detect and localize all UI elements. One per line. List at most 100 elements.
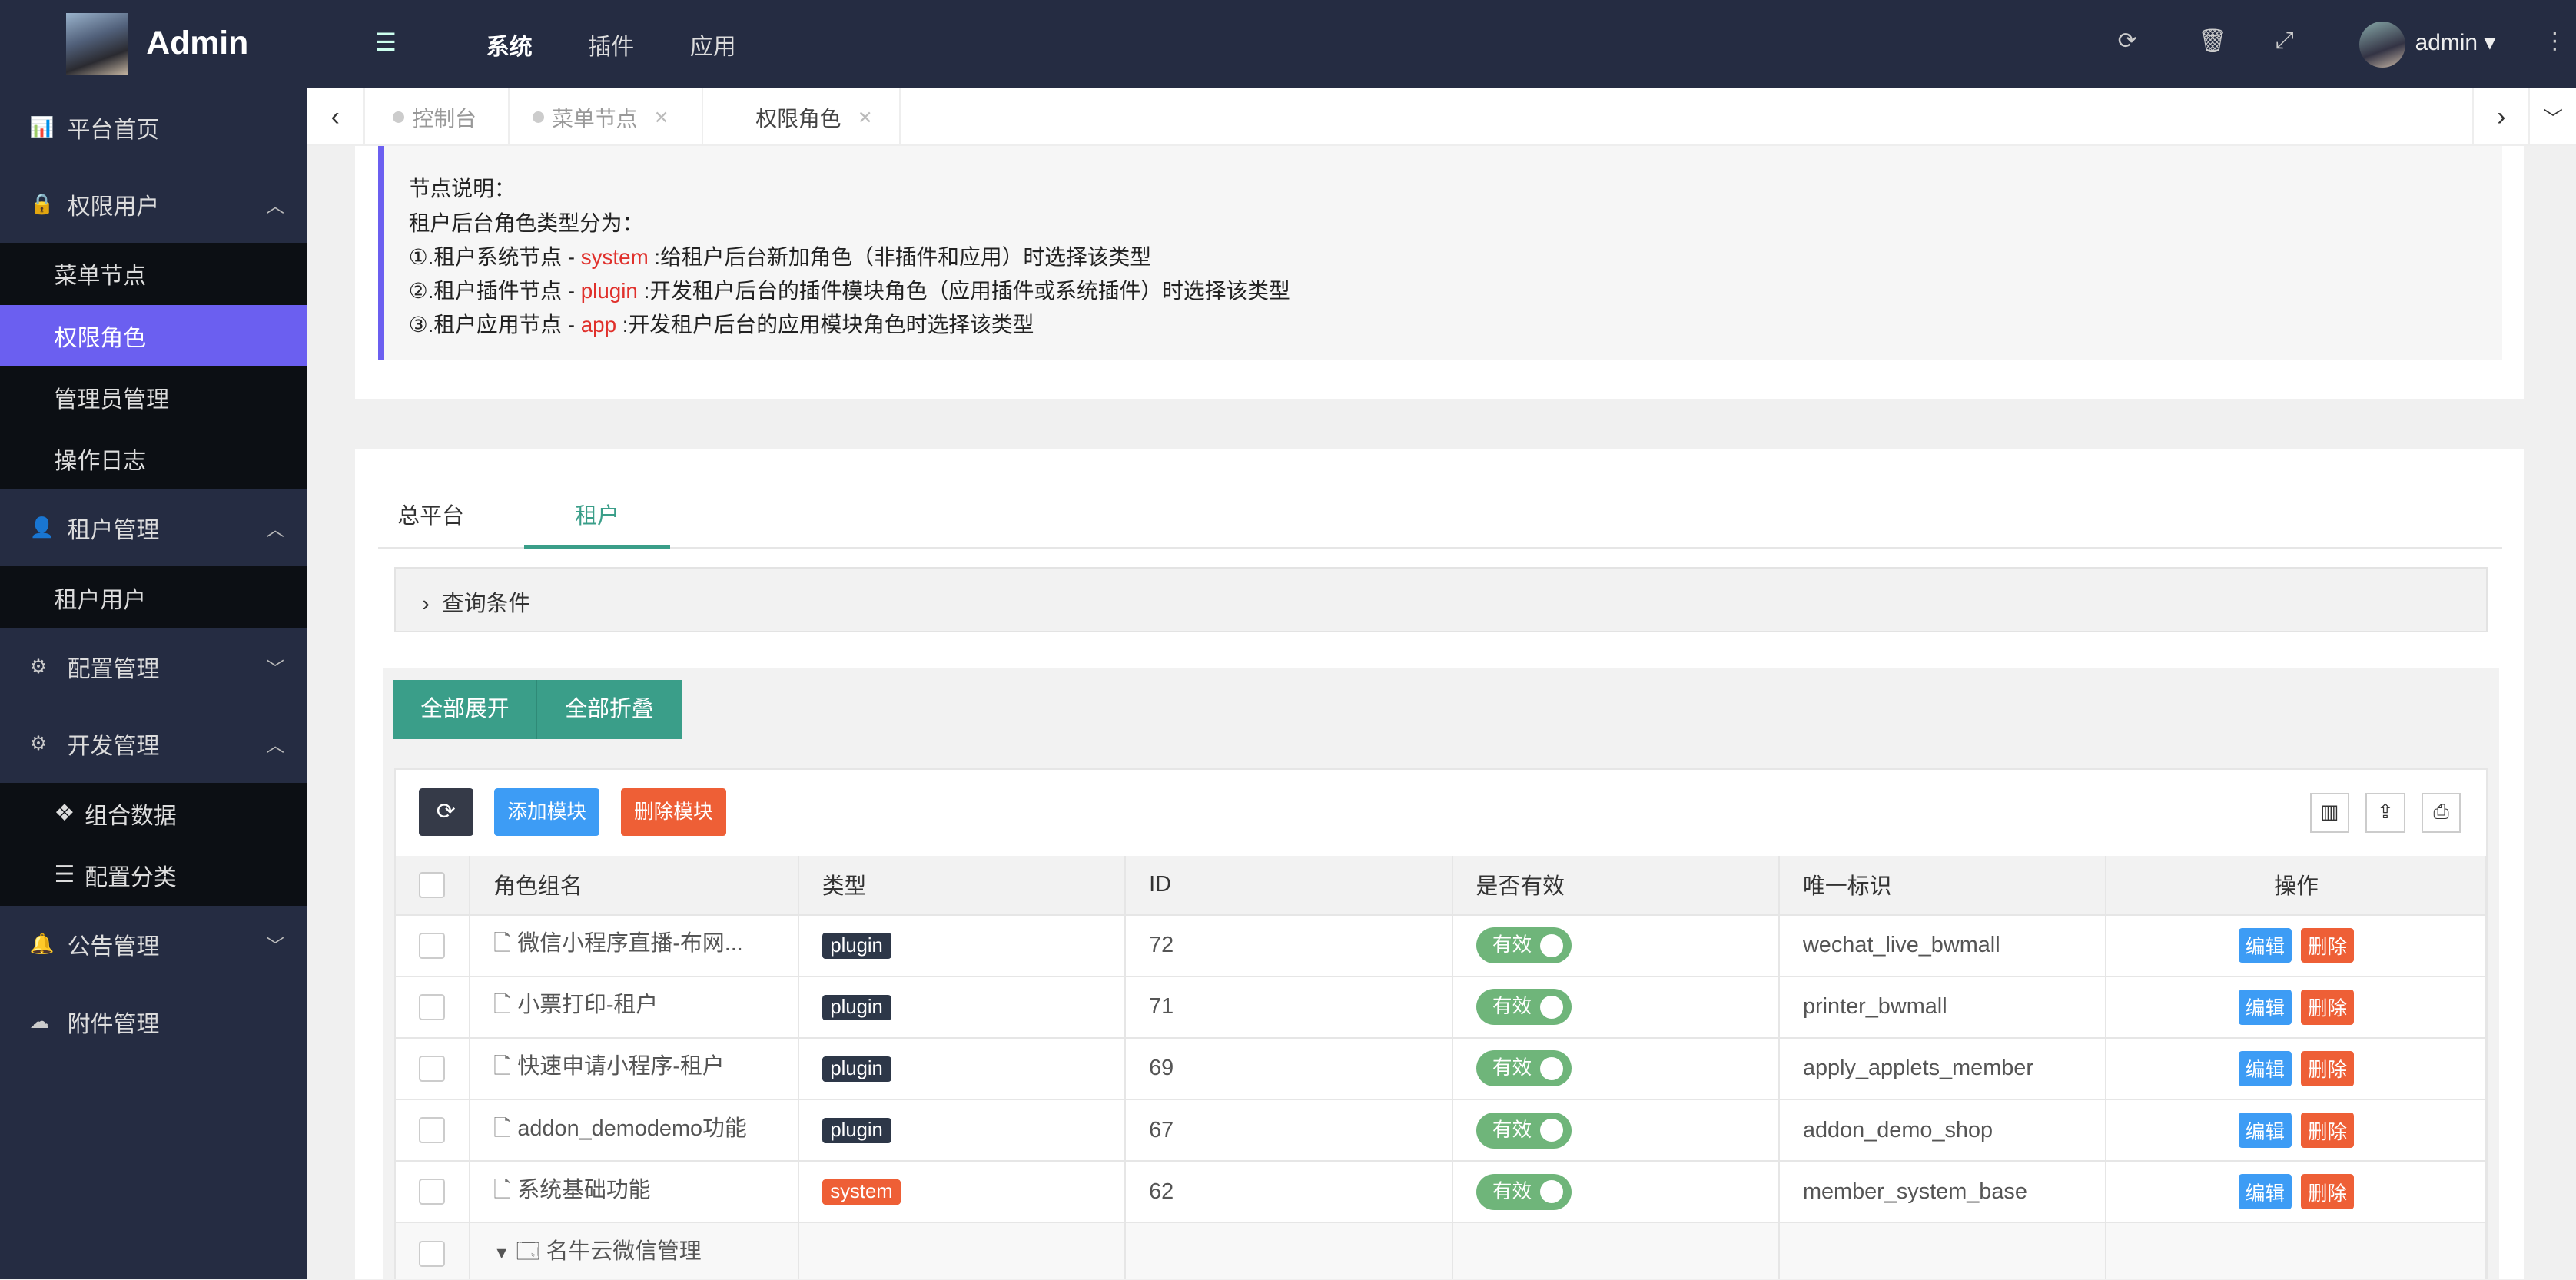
more-icon[interactable]: ⋮ xyxy=(2543,28,2567,55)
tabs-prev-icon[interactable]: ‹ xyxy=(307,88,365,147)
expand-all-button[interactable]: 全部展开 xyxy=(392,680,537,739)
sidebar-item-announcements[interactable]: 🔔 公告管理 ﹀ xyxy=(0,906,307,983)
role-id: 67 xyxy=(1125,1099,1453,1162)
table-row: 🗋 小票打印-租户 plugin 71 有效 printer_bwmall 编辑… xyxy=(396,975,2488,1038)
edit-button[interactable]: 编辑 xyxy=(2239,927,2292,963)
note-card: 节点说明： 租户后台角色类型分为： ①.租户系统节点 - system :给租户… xyxy=(354,146,2524,400)
row-checkbox[interactable] xyxy=(418,932,446,959)
query-conditions-toggle[interactable]: › 查询条件 xyxy=(394,566,2488,632)
trash-icon[interactable]: 🗑 xyxy=(2198,28,2228,55)
add-module-button[interactable]: 添加模块 xyxy=(494,788,600,836)
nav-app[interactable]: 应用 xyxy=(689,35,736,61)
sidebar-item-menu-nodes[interactable]: 菜单节点 xyxy=(54,264,147,290)
tabs-menu-chevron-icon[interactable]: ﹀ xyxy=(2543,108,2563,131)
label: 配置管理 xyxy=(67,656,160,682)
delete-button[interactable]: 删除 xyxy=(2301,927,2354,963)
user-menu[interactable]: admin ▾ xyxy=(2415,30,2496,56)
role-id: 62 xyxy=(1125,1160,1453,1223)
bar-chart-icon: 📊 xyxy=(29,116,55,138)
edit-button[interactable]: 编辑 xyxy=(2239,990,2292,1025)
note-title: 节点说明： xyxy=(408,177,516,201)
sidebar-item-permission-users[interactable]: 🔒 权限用户 ︿ xyxy=(0,166,307,243)
col-header: 操作 xyxy=(2106,855,2488,915)
collapse-all-button[interactable]: 全部折叠 xyxy=(535,680,682,739)
row-checkbox[interactable] xyxy=(418,1240,446,1268)
tab-tenant[interactable]: 租户 xyxy=(523,494,671,549)
columns-icon[interactable]: ▥ xyxy=(2309,793,2349,833)
caret-down-icon[interactable]: ▼ xyxy=(493,1244,510,1263)
close-icon[interactable]: ✕ xyxy=(857,107,873,128)
chevron-up-icon: ︿ xyxy=(266,519,284,540)
tab-permission-roles[interactable]: 权限角色 ✕ xyxy=(703,88,901,147)
tab-dashboard[interactable]: 控制台 xyxy=(365,88,510,147)
fullscreen-icon[interactable]: ⤢ xyxy=(2275,28,2294,54)
user-avatar[interactable] xyxy=(2359,21,2405,68)
sidebar-item-tenant-management[interactable]: 👤 租户管理 ︿ xyxy=(0,489,307,566)
role-name: addon_demodemo功能 xyxy=(517,1116,747,1141)
delete-button[interactable]: 删除 xyxy=(2301,1113,2354,1148)
status-toggle[interactable]: 有效 xyxy=(1476,1173,1572,1210)
refresh-button[interactable]: ⟳ xyxy=(418,788,473,836)
delete-button[interactable]: 删除 xyxy=(2301,1174,2354,1210)
row-checkbox[interactable] xyxy=(418,1117,446,1144)
delete-button[interactable]: 删除 xyxy=(2301,1051,2354,1086)
sidebar-item-admin-management[interactable]: 管理员管理 xyxy=(54,386,170,413)
status-toggle[interactable]: 有效 xyxy=(1476,989,1572,1026)
sidebar-item-permission-roles[interactable]: 权限角色 xyxy=(0,304,307,366)
sidebar-item-operation-log[interactable]: 操作日志 xyxy=(54,448,147,474)
sidebar-item-home[interactable]: 📊 平台首页 xyxy=(0,88,307,165)
row-checkbox[interactable] xyxy=(418,993,446,1021)
sidebar-item-config-management[interactable]: ⚙ 配置管理 ﹀ xyxy=(0,628,307,705)
label: 权限角色 xyxy=(755,106,842,131)
sidebar-item-combined-data[interactable]: ❖ 组合数据 xyxy=(0,783,307,844)
delete-module-button[interactable]: 删除模块 xyxy=(620,788,726,836)
table-row: 🗋 系统基础功能 system 62 有效 member_system_base… xyxy=(396,1160,2488,1223)
nav-plugin[interactable]: 插件 xyxy=(588,35,635,61)
label: 附件管理 xyxy=(67,1011,160,1037)
unique-key: member_system_base xyxy=(1779,1160,2107,1223)
edit-button[interactable]: 编辑 xyxy=(2239,1051,2292,1086)
menu-toggle-icon[interactable]: ☰ xyxy=(374,28,397,57)
delete-button[interactable]: 删除 xyxy=(2301,990,2354,1025)
sidebar-item-dev-management[interactable]: ⚙ 开发管理 ︿ xyxy=(0,705,307,782)
edit-button[interactable]: 编辑 xyxy=(2239,1113,2292,1148)
roles-card: 总平台 租户 › 查询条件 全部展开 全部折叠 ⟳ 添加模块 删除模块 ▥ ⇪ … xyxy=(354,448,2524,1280)
file-icon: 🗋 xyxy=(493,931,512,957)
select-all-checkbox[interactable] xyxy=(418,871,446,898)
database-icon: ☰ xyxy=(54,862,75,888)
role-name: 微信小程序直播-布网... xyxy=(517,931,743,957)
dot-icon xyxy=(532,111,544,124)
tab-menu-nodes[interactable]: 菜单节点 ✕ xyxy=(510,88,703,147)
tabs-next-icon[interactable]: › xyxy=(2472,88,2531,147)
gears-icon: ⚙ xyxy=(29,733,48,755)
status-toggle[interactable]: 有效 xyxy=(1476,927,1572,964)
status-toggle[interactable]: 有效 xyxy=(1476,1112,1572,1149)
close-icon[interactable]: ✕ xyxy=(653,107,669,128)
row-checkbox[interactable] xyxy=(418,1179,446,1205)
edit-button[interactable]: 编辑 xyxy=(2239,1174,2292,1210)
print-icon[interactable]: ⎙ xyxy=(2421,793,2461,833)
label: 租户管理 xyxy=(67,518,160,544)
file-icon: 🗋 xyxy=(493,1116,512,1141)
node-description: 节点说明： 租户后台角色类型分为： ①.租户系统节点 - system :给租户… xyxy=(377,146,2502,360)
label: 公告管理 xyxy=(67,934,160,960)
label: 控制台 xyxy=(412,106,476,131)
row-checkbox[interactable] xyxy=(418,1055,446,1083)
unique-key: apply_applets_member xyxy=(1779,1036,2107,1100)
sidebar-item-config-category[interactable]: ☰ 配置分类 xyxy=(0,844,307,906)
chevron-down-icon: ﹀ xyxy=(266,936,284,957)
user-icon: 👤 xyxy=(29,517,55,539)
status-toggle[interactable]: 有效 xyxy=(1476,1050,1572,1087)
col-header: ID xyxy=(1125,855,1453,915)
col-header: 类型 xyxy=(798,855,1127,915)
refresh-icon[interactable]: ⟳ xyxy=(2117,28,2137,55)
nav-system[interactable]: 系统 xyxy=(486,35,533,61)
roles-table: ⟳ 添加模块 删除模块 ▥ ⇪ ⎙ 角色组名 类型 ID 是否有效 唯一标识 操… xyxy=(394,768,2488,1280)
role-id: 72 xyxy=(1125,914,1453,977)
logo-avatar xyxy=(65,13,128,76)
tab-platform[interactable]: 总平台 xyxy=(397,504,464,529)
export-icon[interactable]: ⇪ xyxy=(2365,793,2405,833)
sidebar-item-tenant-users[interactable]: 租户用户 xyxy=(54,587,147,613)
sidebar-item-attachments[interactable]: ☁ 附件管理 xyxy=(0,983,307,1059)
